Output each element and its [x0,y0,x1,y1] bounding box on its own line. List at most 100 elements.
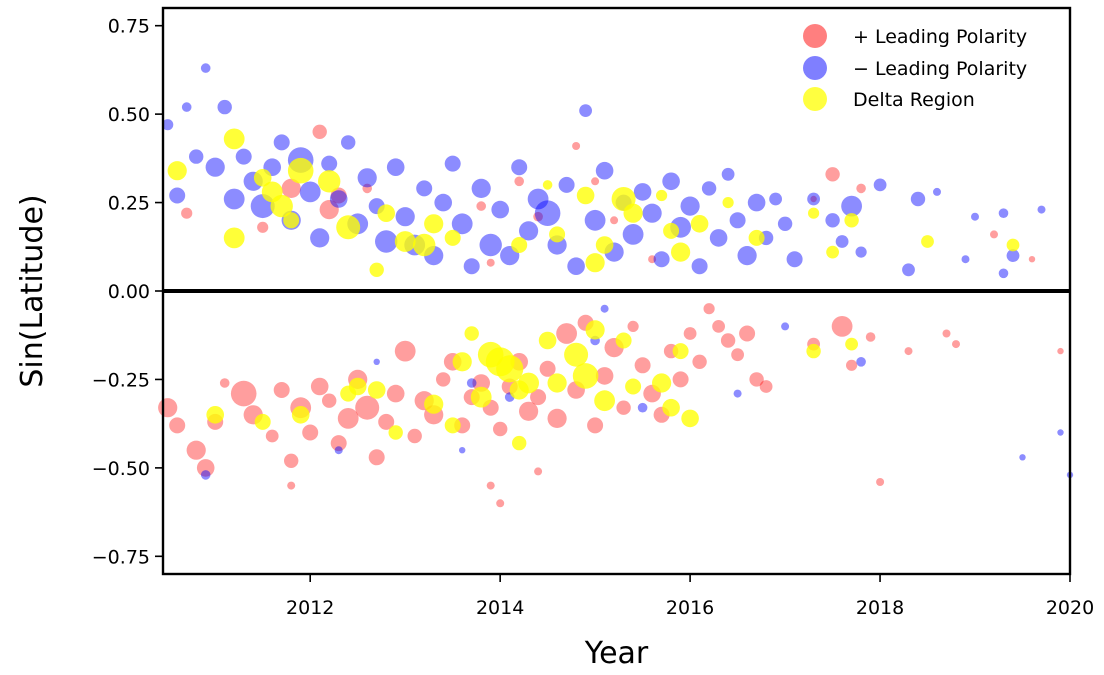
negative-point [200,470,211,480]
positive-point [362,183,373,194]
y-tick-label: −0.75 [92,546,150,568]
negative-point [205,157,225,177]
delta-point [681,409,699,428]
positive-point [386,384,405,403]
negative-point [855,246,867,258]
delta-point [921,235,934,248]
positive-point [846,359,858,371]
negative-point [491,200,510,219]
legend-label-positive: + Leading Polarity [853,26,1027,48]
y-tick-label: −0.25 [92,369,150,391]
negative-point [910,191,926,207]
x-tick-label: 2014 [476,597,524,619]
legend-marker-delta [803,87,827,111]
y-tick-label: −0.50 [92,458,150,480]
negative-point [375,230,398,253]
delta-point [388,425,403,440]
negative-point [584,209,606,231]
delta-point [652,373,672,393]
delta-point [348,377,367,396]
delta-point [662,398,680,417]
delta-point [470,386,492,408]
delta-point [585,253,605,273]
x-axis-ticks: 2012 2014 2016 2018 2020 [286,574,1094,619]
negative-point [511,159,528,176]
negative-point [825,213,840,228]
positive-point [739,325,756,342]
positive-point [1028,256,1036,263]
delta-point [444,229,461,246]
negative-point [701,181,717,196]
negative-point [902,263,915,277]
delta-point [623,203,643,223]
negative-point [595,161,614,180]
positive-point [1057,347,1064,355]
negative-point [434,193,453,212]
positive-point [942,329,951,338]
positive-point [486,258,495,267]
negative-point [479,233,502,257]
positive-point [610,216,619,225]
positive-point [683,327,697,340]
delta-point [826,245,839,259]
negative-point [189,149,204,164]
positive-point [302,424,319,441]
positive-point [436,372,451,387]
positive-point [257,221,269,233]
negative-point [471,178,491,198]
delta-point [511,237,528,253]
negative-point [463,258,480,275]
negative-point [273,134,290,151]
positive-point [181,207,193,219]
delta-point [270,194,293,218]
delta-point [367,381,386,399]
delta-point [663,222,680,239]
delta-point [656,189,668,202]
positive-point [368,449,385,466]
positive-point [731,348,744,362]
x-tick-label: 2018 [856,597,904,619]
negative-point [777,216,793,231]
positive-point [407,428,422,444]
negative-point [841,195,862,217]
positive-point [310,377,329,396]
negative-point [1006,249,1020,262]
negative-point [321,155,338,172]
x-tick-label: 2020 [1046,597,1094,619]
negative-point [235,148,252,165]
positive-point [587,417,604,434]
delta-point [318,170,341,193]
positive-point [865,332,876,342]
negative-point [217,99,232,115]
negative-point [856,357,866,367]
negative-point [933,187,941,196]
legend-marker-positive [803,24,827,48]
negative-point [395,207,415,227]
positive-point [322,393,337,408]
positive-point [530,389,547,406]
legend-label-delta: Delta Region [853,89,975,111]
positive-point [337,408,359,429]
delta-point [377,204,396,222]
negative-point [357,168,377,188]
delta-point [518,372,539,394]
negative-point [961,255,970,264]
positive-point [186,440,206,460]
negative-point [567,257,585,276]
delta-point [564,342,589,367]
positive-point [158,398,178,418]
negative-point [786,251,803,268]
positive-point [355,395,380,420]
delta-point [496,355,524,383]
delta-point [424,394,444,414]
delta-point [223,227,245,249]
negative-point [733,389,742,398]
delta-point [1006,238,1020,252]
positive-point [519,401,539,421]
delta-point [808,207,820,219]
delta-point [206,406,224,424]
positive-point [547,408,567,428]
positive-point [556,323,577,344]
positive-point [595,367,614,385]
negative-point [444,155,461,172]
